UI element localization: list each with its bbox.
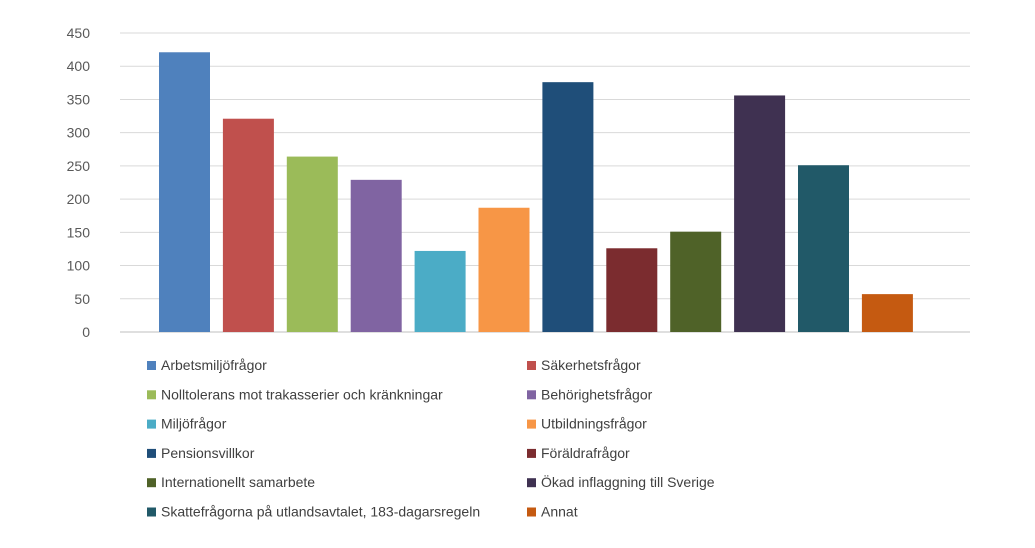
- legend-swatch: [527, 507, 536, 517]
- legend-item: Pensionsvillkor: [147, 445, 255, 461]
- legend-label: Utbildningsfrågor: [541, 416, 647, 432]
- bar: [734, 95, 786, 332]
- y-tick-label: 250: [67, 158, 91, 174]
- legend-label: Arbetsmiljöfrågor: [161, 357, 267, 373]
- legend-swatch: [527, 390, 536, 400]
- legend-swatch: [147, 507, 156, 517]
- legend-swatch: [147, 478, 156, 488]
- y-tick-label: 400: [67, 58, 91, 74]
- legend-label: Föräldrafrågor: [541, 445, 630, 461]
- bar: [286, 156, 338, 332]
- legend-label: Internationellt samarbete: [161, 474, 315, 490]
- legend-item: Föräldrafrågor: [527, 445, 630, 461]
- y-tick-label: 350: [67, 91, 91, 107]
- y-tick-label: 300: [67, 125, 91, 141]
- legend-label: Pensionsvillkor: [161, 445, 255, 461]
- bar: [414, 250, 466, 332]
- y-tick-label: 150: [67, 224, 91, 240]
- bar: [542, 82, 594, 333]
- y-tick-label: 200: [67, 191, 91, 207]
- legend-swatch: [527, 361, 536, 370]
- legend-item: Annat: [527, 504, 578, 520]
- legend-label: Annat: [541, 504, 578, 520]
- legend-label: Miljöfrågor: [161, 416, 227, 432]
- legend-item: Behörighetsfrågor: [527, 386, 653, 402]
- legend-swatch: [147, 390, 156, 400]
- legend-label: Nolltolerans mot trakasserier och kränkn…: [161, 386, 443, 402]
- legend-item: Ökad inflaggning till Sverige: [527, 473, 715, 490]
- bar: [222, 118, 274, 332]
- legend: Arbetsmiljöfrågor Säkerhetsfrågor Nolltole…: [147, 357, 715, 520]
- legend-swatch: [527, 419, 536, 429]
- legend-item: Miljöfrågor: [147, 416, 227, 432]
- bar: [478, 207, 530, 332]
- legend-item: Nolltolerans mot trakasserier och kränkn…: [147, 386, 443, 402]
- legend-swatch: [527, 448, 536, 458]
- legend-label: Skattefrågorna på utlandsavtalet, 183-da…: [161, 504, 480, 520]
- legend-item: Säkerhetsfrågor: [527, 357, 641, 373]
- bar: [670, 231, 722, 332]
- y-tick-label: 0: [82, 324, 90, 340]
- legend-label: Behörighetsfrågor: [541, 386, 653, 402]
- bar: [159, 52, 210, 332]
- legend-item: Skattefrågorna på utlandsavtalet, 183-da…: [147, 504, 480, 520]
- bar: [350, 179, 402, 332]
- legend-swatch: [147, 361, 156, 370]
- legend-item: Utbildningsfrågor: [527, 416, 647, 432]
- bar: [798, 165, 849, 332]
- legend-label: Ökad inflaggning till Sverige: [541, 473, 715, 490]
- y-tick-label: 450: [67, 25, 91, 41]
- bar: [861, 294, 913, 332]
- bars: [159, 52, 913, 333]
- legend-label: Säkerhetsfrågor: [541, 357, 641, 373]
- bar: [606, 248, 658, 332]
- y-tick-label: 100: [67, 258, 91, 274]
- legend-swatch: [147, 419, 156, 429]
- legend-item: Arbetsmiljöfrågor: [147, 357, 267, 373]
- legend-item: Internationellt samarbete: [147, 474, 315, 490]
- y-axis-ticks: 0 50 100 150 200 250 300 350 400 450: [67, 25, 91, 340]
- legend-swatch: [527, 478, 536, 488]
- legend-swatch: [147, 448, 156, 458]
- y-tick-label: 50: [74, 291, 90, 307]
